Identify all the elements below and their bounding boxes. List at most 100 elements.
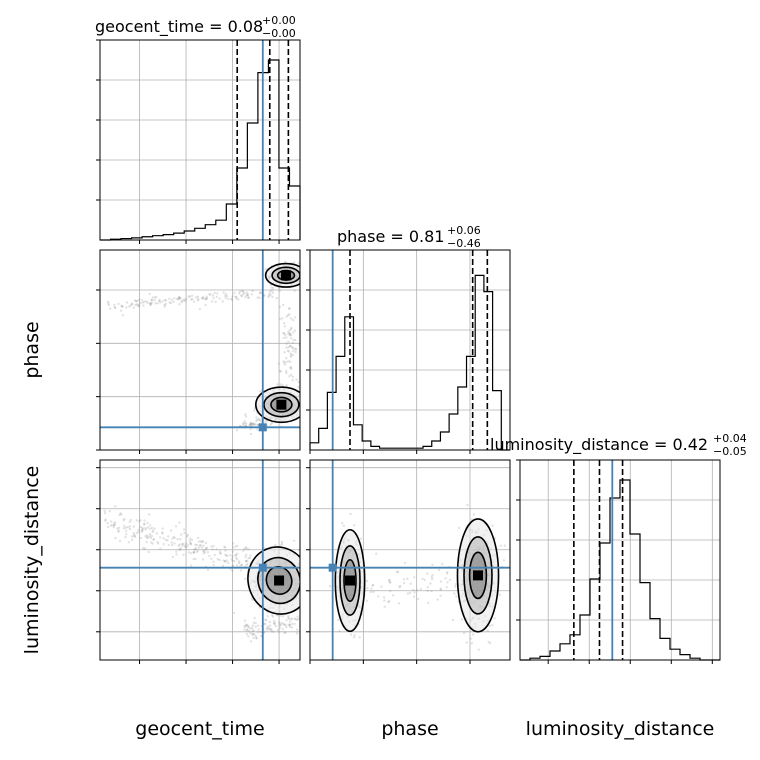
sample-point (349, 512, 352, 516)
sample-point (180, 299, 183, 302)
sample-point (203, 549, 206, 553)
sample-point (280, 543, 283, 547)
sample-point (231, 569, 234, 572)
sample-point (289, 337, 293, 340)
sample-point (426, 589, 429, 592)
sample-point (107, 303, 111, 307)
sample-point (189, 542, 192, 545)
sample-point (412, 595, 416, 598)
sample-point (113, 523, 116, 527)
sample-point (187, 295, 191, 298)
sample-point (128, 520, 131, 524)
sample-point (178, 296, 181, 299)
sample-point (216, 558, 219, 561)
sample-point (212, 563, 215, 567)
sample-point (192, 551, 196, 554)
sample-point (290, 326, 293, 329)
sample-point (198, 540, 201, 543)
sample-point (341, 522, 344, 525)
sample-point (256, 418, 259, 421)
sample-point (225, 294, 228, 298)
sample-point (294, 350, 297, 354)
sample-point (235, 554, 238, 557)
sample-point (206, 568, 210, 571)
sample-point (158, 536, 162, 539)
sample-point (250, 422, 253, 425)
sample-point (113, 306, 117, 310)
sample-point (491, 524, 494, 527)
sample-point (161, 300, 164, 303)
sample-point (139, 525, 142, 529)
sample-point (477, 648, 480, 651)
sample-point (267, 295, 270, 299)
sample-point (290, 367, 293, 370)
sample-point (285, 336, 288, 339)
sample-point (245, 560, 248, 563)
sample-point (137, 305, 141, 308)
sample-point (281, 384, 284, 387)
sample-point (290, 626, 293, 629)
sample-point (143, 519, 146, 522)
sample-point (291, 622, 294, 626)
sample-point (431, 577, 434, 581)
sample-point (196, 536, 200, 540)
sample-point (200, 296, 204, 300)
sample-point (254, 625, 257, 628)
sample-point (140, 530, 144, 534)
sample-point (337, 618, 340, 622)
sample-point (139, 519, 142, 522)
sample-point (148, 535, 151, 538)
sample-point (268, 292, 271, 295)
sample-point (210, 545, 213, 548)
sample-point (192, 557, 195, 561)
sample-point (133, 535, 136, 538)
sample-point (233, 611, 236, 615)
sample-point (258, 296, 261, 300)
sample-point (252, 629, 255, 632)
sample-point (119, 309, 123, 312)
sample-point (254, 634, 257, 638)
sample-point (145, 534, 149, 537)
sample-point (229, 554, 232, 557)
sample-point (264, 267, 267, 271)
sample-point (179, 296, 182, 300)
sample-point (285, 346, 288, 349)
sample-point (137, 298, 140, 302)
density-peak (473, 570, 483, 581)
sample-point (213, 291, 217, 295)
sample-point (231, 295, 234, 298)
sample-point (189, 537, 192, 540)
sample-point (119, 512, 122, 515)
sample-point (292, 338, 295, 342)
sample-point (280, 621, 284, 625)
sample-point (187, 551, 191, 554)
sample-point (236, 552, 239, 555)
sample-point (282, 332, 285, 335)
sample-point (293, 289, 296, 292)
sample-point (498, 593, 501, 597)
sample-point (439, 588, 442, 591)
sample-point (256, 624, 260, 627)
sample-point (285, 315, 288, 318)
sample-point (155, 532, 158, 535)
sample-point (271, 615, 275, 618)
sample-point (141, 529, 144, 532)
sample-point (383, 599, 386, 602)
sample-point (371, 583, 375, 587)
sample-point (446, 581, 449, 584)
sample-point (156, 302, 159, 305)
sample-point (283, 623, 286, 626)
sample-point (189, 541, 192, 544)
sample-point (110, 520, 113, 523)
sample-point (429, 582, 432, 585)
sample-point (242, 422, 245, 425)
sample-point (370, 587, 373, 590)
sample-point (212, 297, 215, 300)
sample-point (290, 333, 293, 337)
sample-point (245, 547, 248, 550)
sample-point (145, 300, 148, 303)
sample-point (444, 577, 447, 580)
sample-point (249, 627, 252, 630)
sample-point (285, 619, 288, 622)
sample-point (436, 598, 439, 601)
